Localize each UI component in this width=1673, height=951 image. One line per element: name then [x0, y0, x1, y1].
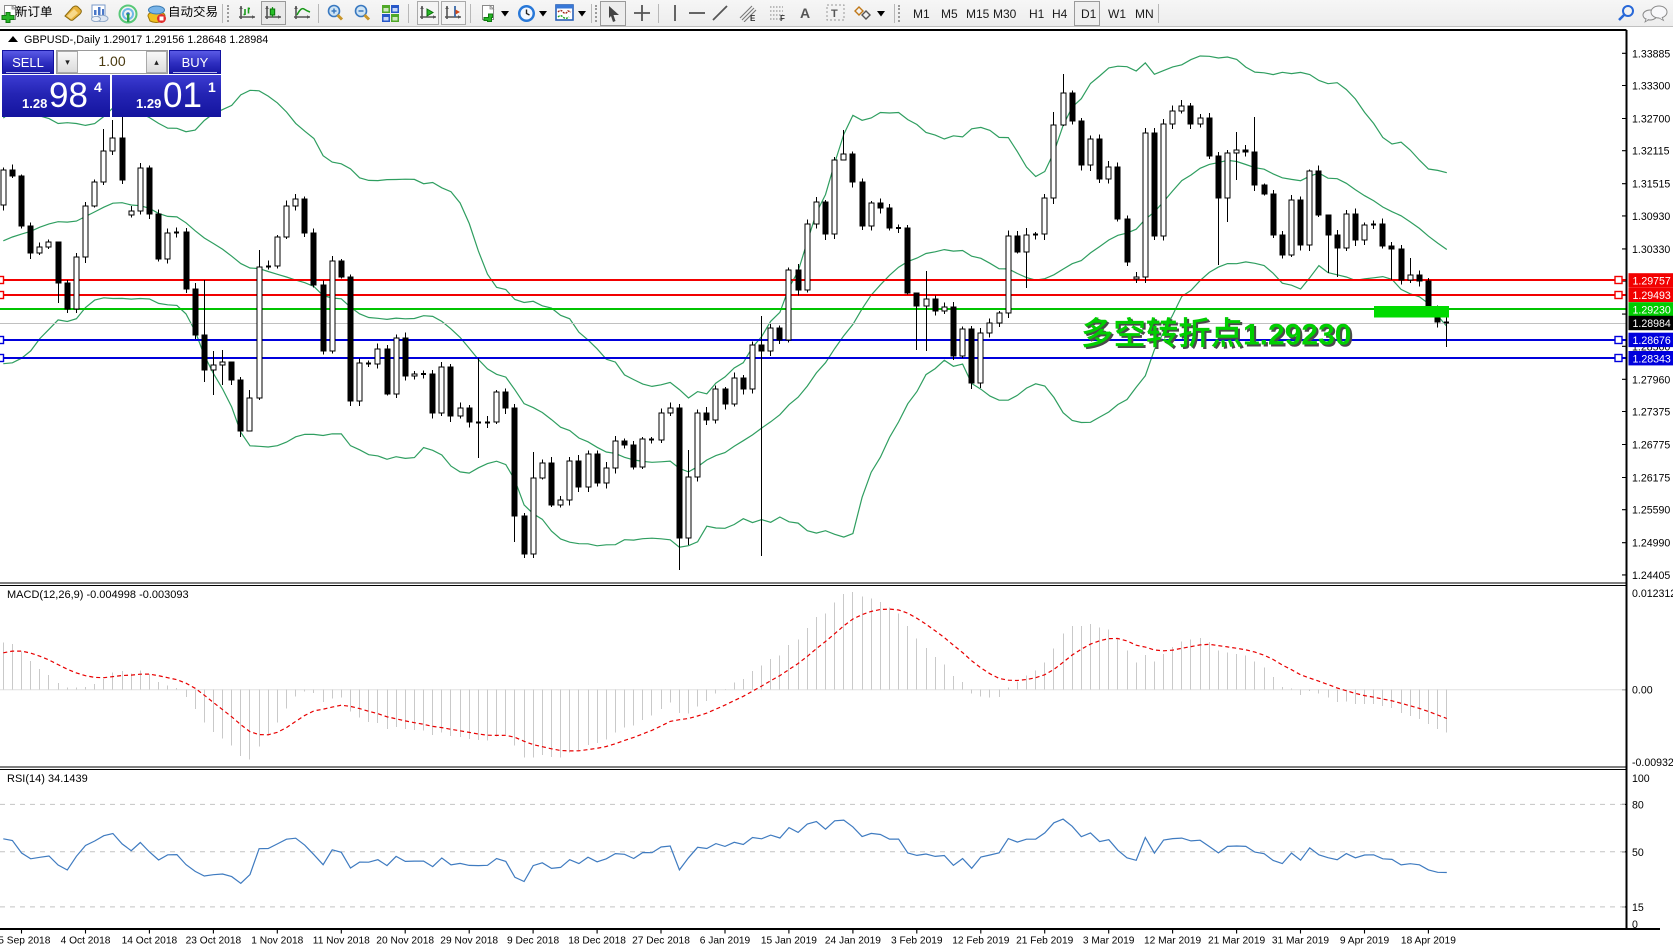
svg-text:1.27375: 1.27375	[1632, 407, 1670, 419]
svg-text:4 Oct 2018: 4 Oct 2018	[61, 936, 111, 947]
svg-text:25 Sep 2018: 25 Sep 2018	[0, 936, 51, 947]
svg-text:31 Mar 2019: 31 Mar 2019	[1272, 936, 1330, 947]
svg-text:1.29757: 1.29757	[1633, 276, 1671, 288]
svg-text:MACD(12,26,9) -0.004998 -0.003: MACD(12,26,9) -0.004998 -0.003093	[7, 589, 189, 601]
svg-text:1.30330: 1.30330	[1632, 244, 1670, 256]
svg-text:1.29230: 1.29230	[1243, 319, 1351, 352]
svg-text:29 Nov 2018: 29 Nov 2018	[440, 936, 498, 947]
svg-text:E: E	[750, 14, 756, 22]
svg-text:-0.009328: -0.009328	[1632, 757, 1673, 769]
svg-text:0.00: 0.00	[1632, 685, 1653, 697]
svg-text:1.28984: 1.28984	[1633, 318, 1671, 330]
svg-text:9 Apr 2019: 9 Apr 2019	[1340, 936, 1390, 947]
svg-text:12 Mar 2019: 12 Mar 2019	[1144, 936, 1202, 947]
svg-text:1.27960: 1.27960	[1632, 374, 1670, 386]
svg-text:1.26175: 1.26175	[1632, 473, 1670, 485]
svg-text:1.30930: 1.30930	[1632, 211, 1670, 223]
svg-text:GBPUSD-,Daily 1.29017 1.29156: GBPUSD-,Daily 1.29017 1.29156 1.28648 1.…	[24, 34, 268, 46]
svg-text:1 Nov 2018: 1 Nov 2018	[251, 936, 303, 947]
svg-text:1.26775: 1.26775	[1632, 440, 1670, 452]
svg-text:3 Feb 2019: 3 Feb 2019	[891, 936, 943, 947]
svg-text:1.32700: 1.32700	[1632, 114, 1670, 126]
svg-text:RSI(14) 34.1439: RSI(14) 34.1439	[7, 773, 88, 785]
svg-text:1.31515: 1.31515	[1632, 179, 1670, 191]
svg-text:6 Jan 2019: 6 Jan 2019	[700, 936, 751, 947]
svg-text:T: T	[831, 8, 838, 20]
svg-text:24 Jan 2019: 24 Jan 2019	[825, 936, 881, 947]
svg-text:21 Mar 2019: 21 Mar 2019	[1208, 936, 1266, 947]
svg-text:1.32115: 1.32115	[1632, 146, 1670, 158]
svg-text:0.012312: 0.012312	[1632, 588, 1673, 600]
svg-text:18 Dec 2018: 18 Dec 2018	[568, 936, 626, 947]
svg-text:100: 100	[1632, 773, 1650, 785]
svg-text:50: 50	[1632, 847, 1644, 859]
svg-text:1.28343: 1.28343	[1633, 353, 1671, 365]
svg-text:80: 80	[1632, 799, 1644, 811]
svg-text:20 Nov 2018: 20 Nov 2018	[376, 936, 434, 947]
svg-text:11 Nov 2018: 11 Nov 2018	[313, 936, 370, 947]
svg-text:1.29230: 1.29230	[1633, 305, 1671, 317]
svg-text:15 Jan 2019: 15 Jan 2019	[761, 936, 817, 947]
svg-text:12 Feb 2019: 12 Feb 2019	[952, 936, 1010, 947]
svg-text:15: 15	[1632, 902, 1644, 914]
svg-text:1.24405: 1.24405	[1632, 570, 1670, 582]
svg-text:1.29230: 1.29230	[1245, 320, 1353, 353]
svg-text:9 Dec 2018: 9 Dec 2018	[507, 936, 559, 947]
svg-text:23 Oct 2018: 23 Oct 2018	[186, 936, 242, 947]
svg-text:1.29493: 1.29493	[1633, 290, 1671, 302]
svg-text:1.24990: 1.24990	[1632, 538, 1670, 550]
svg-text:0: 0	[1632, 919, 1638, 931]
svg-text:1.28676: 1.28676	[1633, 335, 1671, 347]
svg-text:1.25590: 1.25590	[1632, 505, 1670, 517]
svg-text:21 Feb 2019: 21 Feb 2019	[1016, 936, 1074, 947]
svg-text:1.33300: 1.33300	[1632, 81, 1670, 93]
svg-text:1.33885: 1.33885	[1632, 48, 1670, 60]
svg-text:F: F	[780, 14, 785, 22]
svg-text:3 Mar 2019: 3 Mar 2019	[1083, 936, 1135, 947]
svg-text:14 Oct 2018: 14 Oct 2018	[122, 936, 178, 947]
svg-text:18 Apr 2019: 18 Apr 2019	[1401, 936, 1456, 947]
svg-text:27 Dec 2018: 27 Dec 2018	[632, 936, 690, 947]
